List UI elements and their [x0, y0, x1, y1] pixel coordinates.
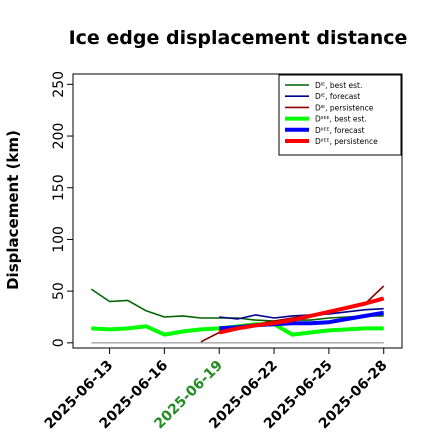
y-tick-label: 0 [51, 338, 67, 347]
legend: Dᴵᴱ, best est. Dᴵᴱ, forecast Dᴵᴱ, persiste… [278, 74, 402, 156]
legend-label: Dᴵᴵᴱᴱ, forecast [315, 126, 365, 135]
y-axis: 0 50 100 150 200 250 [51, 71, 73, 347]
y-tick-label: 200 [51, 123, 67, 150]
chart-title: Ice edge displacement distance [69, 27, 408, 49]
plot-frame [72, 73, 403, 349]
y-tick-label: 100 [51, 226, 67, 253]
legend-label: Dᴵᴱ, forecast [315, 92, 360, 101]
y-tick-label: 150 [51, 174, 67, 201]
legend-label: Dᴵᴱ, best est. [315, 81, 362, 90]
series-line-1 [90, 288, 384, 322]
plot-content [90, 285, 385, 344]
legend-label: Dᴵᴱ, persistence [315, 103, 374, 112]
legend-label: Dᴵᴵᴱᴱ, best est. [315, 115, 367, 124]
y-tick-label: 50 [51, 282, 67, 300]
series-line-6 [218, 296, 385, 335]
x-axis: 2025-06-132025-06-162025-06-192025-06-22… [42, 348, 391, 432]
y-axis-label: Displacement (km) [4, 130, 22, 290]
series-line-2 [219, 307, 384, 320]
legend-label: Dᴵᴵᴱᴱ, persistence [315, 137, 378, 146]
y-tick-label: 250 [51, 71, 67, 98]
